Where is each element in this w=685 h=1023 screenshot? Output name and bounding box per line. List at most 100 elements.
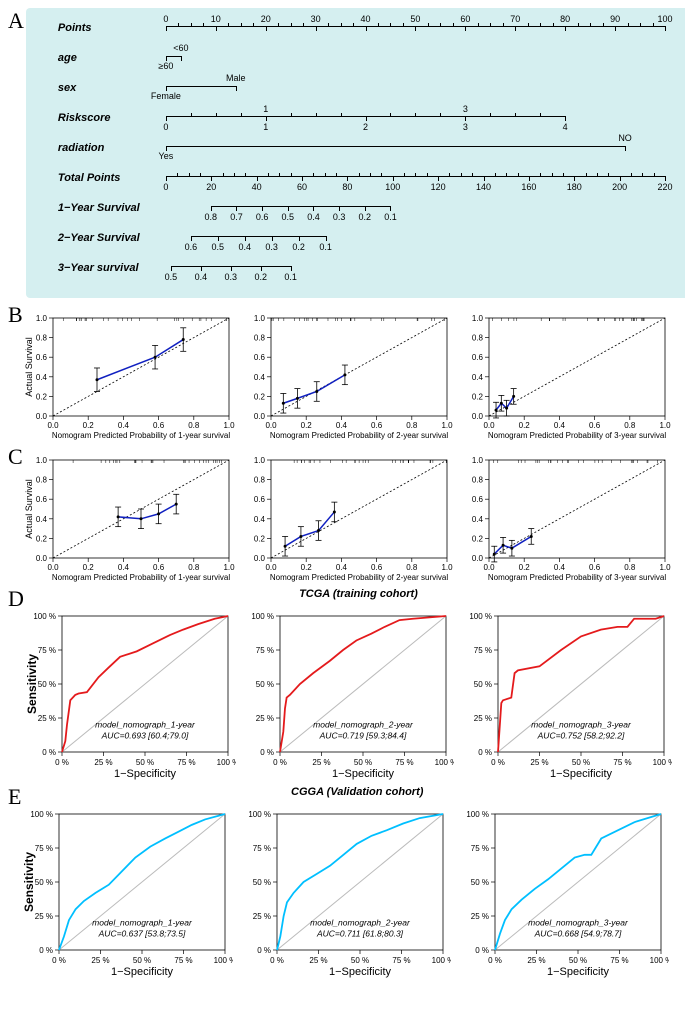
svg-text:0.6: 0.6: [254, 495, 266, 504]
nomogram-scale: MaleFemale: [166, 78, 665, 102]
cgga-title: CGGA (Validation cohort): [21, 786, 685, 798]
svg-text:0.6: 0.6: [589, 563, 601, 572]
svg-text:0.0: 0.0: [254, 554, 266, 563]
svg-text:0.0: 0.0: [483, 563, 495, 572]
roc-plot: 0 %0 %25 %25 %50 %50 %75 %75 %100 %100 %…: [24, 608, 236, 780]
svg-text:1.0: 1.0: [659, 563, 671, 572]
svg-text:50 %: 50 %: [38, 680, 56, 689]
svg-text:75 %: 75 %: [393, 956, 411, 965]
svg-text:1.0: 1.0: [441, 421, 453, 430]
svg-text:0.6: 0.6: [371, 421, 383, 430]
svg-text:0.4: 0.4: [36, 515, 48, 524]
svg-text:100 %: 100 %: [435, 758, 454, 767]
svg-text:0.0: 0.0: [36, 412, 48, 421]
svg-text:0.4: 0.4: [336, 563, 348, 572]
svg-text:0.2: 0.2: [36, 392, 48, 401]
svg-text:0.2: 0.2: [300, 563, 312, 572]
svg-text:1−Specificity: 1−Specificity: [547, 966, 610, 978]
nomogram-row-label: sex: [58, 78, 166, 94]
svg-text:0.2: 0.2: [300, 421, 312, 430]
roc-plot: 0 %0 %25 %25 %50 %50 %75 %75 %100 %100 %…: [457, 806, 669, 978]
svg-text:0.8: 0.8: [472, 334, 484, 343]
svg-text:Actual Survival: Actual Survival: [24, 337, 34, 397]
svg-text:100 %: 100 %: [249, 810, 272, 819]
panel-c-label: C: [8, 444, 23, 470]
svg-text:0 %: 0 %: [273, 758, 287, 767]
svg-text:25 %: 25 %: [94, 758, 112, 767]
svg-text:model_nomograph_1-year: model_nomograph_1-year: [95, 720, 196, 730]
svg-text:1.0: 1.0: [254, 456, 266, 465]
svg-text:75 %: 75 %: [38, 646, 56, 655]
svg-text:model_nomograph_1-year: model_nomograph_1-year: [93, 918, 194, 928]
svg-text:50 %: 50 %: [35, 878, 53, 887]
svg-text:0.2: 0.2: [254, 392, 266, 401]
svg-text:25 %: 25 %: [35, 912, 53, 921]
nomogram-row-label: age: [58, 48, 166, 64]
svg-text:0.2: 0.2: [472, 534, 484, 543]
svg-text:0.0: 0.0: [36, 554, 48, 563]
calibration-plot: 0.00.00.20.20.40.40.60.60.80.81.01.0Nomo…: [459, 452, 671, 582]
svg-text:Sensitivity: Sensitivity: [22, 852, 36, 912]
svg-text:75 %: 75 %: [613, 758, 631, 767]
svg-text:Actual Survival: Actual Survival: [24, 479, 34, 539]
svg-text:0.4: 0.4: [254, 515, 266, 524]
svg-text:75 %: 75 %: [35, 844, 53, 853]
svg-text:25 %: 25 %: [528, 956, 546, 965]
nomogram-scale: NOYes: [166, 138, 665, 162]
svg-text:0.6: 0.6: [153, 421, 165, 430]
svg-text:AUC=0.752 [58.2;92.2]: AUC=0.752 [58.2;92.2]: [537, 730, 625, 740]
svg-text:0.8: 0.8: [188, 421, 200, 430]
svg-text:model_nomograph_2-year: model_nomograph_2-year: [311, 918, 412, 928]
svg-text:1.0: 1.0: [659, 421, 671, 430]
svg-text:0.8: 0.8: [188, 563, 200, 572]
svg-text:0.0: 0.0: [47, 421, 59, 430]
svg-text:model_nomograph_3-year: model_nomograph_3-year: [531, 720, 632, 730]
svg-text:50 %: 50 %: [471, 878, 489, 887]
svg-text:1−Specificity: 1−Specificity: [111, 966, 174, 978]
svg-text:0.4: 0.4: [472, 373, 484, 382]
svg-text:0.4: 0.4: [36, 373, 48, 382]
svg-text:25 %: 25 %: [530, 758, 548, 767]
svg-text:0.8: 0.8: [406, 563, 418, 572]
svg-text:0.6: 0.6: [36, 495, 48, 504]
svg-text:50 %: 50 %: [569, 956, 587, 965]
svg-text:0.0: 0.0: [265, 563, 277, 572]
svg-text:1.0: 1.0: [223, 563, 235, 572]
svg-text:0 %: 0 %: [55, 758, 69, 767]
svg-text:0.2: 0.2: [36, 534, 48, 543]
svg-text:0.4: 0.4: [118, 421, 130, 430]
svg-text:0.2: 0.2: [472, 392, 484, 401]
svg-text:50 %: 50 %: [354, 758, 372, 767]
svg-text:75 %: 75 %: [611, 956, 629, 965]
svg-text:0.8: 0.8: [624, 421, 636, 430]
svg-text:0.2: 0.2: [82, 421, 94, 430]
svg-text:AUC=0.693 [60.4;79.0]: AUC=0.693 [60.4;79.0]: [101, 730, 189, 740]
panel-d-label: D: [8, 586, 24, 612]
calibration-plot: 0.00.00.20.20.40.40.60.60.80.81.01.0Nomo…: [23, 310, 235, 440]
calibration-plot: 0.00.00.20.20.40.40.60.60.80.81.01.0Nomo…: [23, 452, 235, 582]
svg-text:0.8: 0.8: [254, 334, 266, 343]
svg-text:75 %: 75 %: [395, 758, 413, 767]
svg-text:0.2: 0.2: [518, 563, 530, 572]
svg-text:0 %: 0 %: [258, 946, 272, 955]
svg-text:AUC=0.711 [61.8;80.3]: AUC=0.711 [61.8;80.3]: [316, 928, 404, 938]
calibration-plot: 0.00.00.20.20.40.40.60.60.80.81.01.0Nomo…: [241, 452, 453, 582]
svg-text:0.2: 0.2: [254, 534, 266, 543]
svg-text:Nomogram Predicted Probability: Nomogram Predicted Probability of 1-year…: [52, 573, 231, 582]
roc-plot: 0 %0 %25 %25 %50 %50 %75 %75 %100 %100 %…: [21, 806, 233, 978]
roc-plot: 0 %0 %25 %25 %50 %50 %75 %75 %100 %100 %…: [242, 608, 454, 780]
svg-text:100 %: 100 %: [653, 758, 672, 767]
svg-text:1.0: 1.0: [441, 563, 453, 572]
svg-text:25 %: 25 %: [310, 956, 328, 965]
svg-text:AUC=0.719 [59.3;84.4]: AUC=0.719 [59.3;84.4]: [319, 730, 407, 740]
svg-text:0.8: 0.8: [406, 421, 418, 430]
svg-text:Nomogram Predicted Probability: Nomogram Predicted Probability of 1-year…: [52, 431, 231, 440]
svg-text:1−Specificity: 1−Specificity: [550, 768, 613, 780]
svg-text:1−Specificity: 1−Specificity: [332, 768, 395, 780]
nomogram: Points0102030405060708090100age<60≥60sex…: [26, 8, 685, 298]
svg-text:0.4: 0.4: [254, 373, 266, 382]
svg-text:0 %: 0 %: [476, 946, 490, 955]
svg-text:model_nomograph_3-year: model_nomograph_3-year: [529, 918, 630, 928]
svg-text:0.6: 0.6: [472, 495, 484, 504]
nomogram-scale: 0123413: [166, 108, 665, 132]
